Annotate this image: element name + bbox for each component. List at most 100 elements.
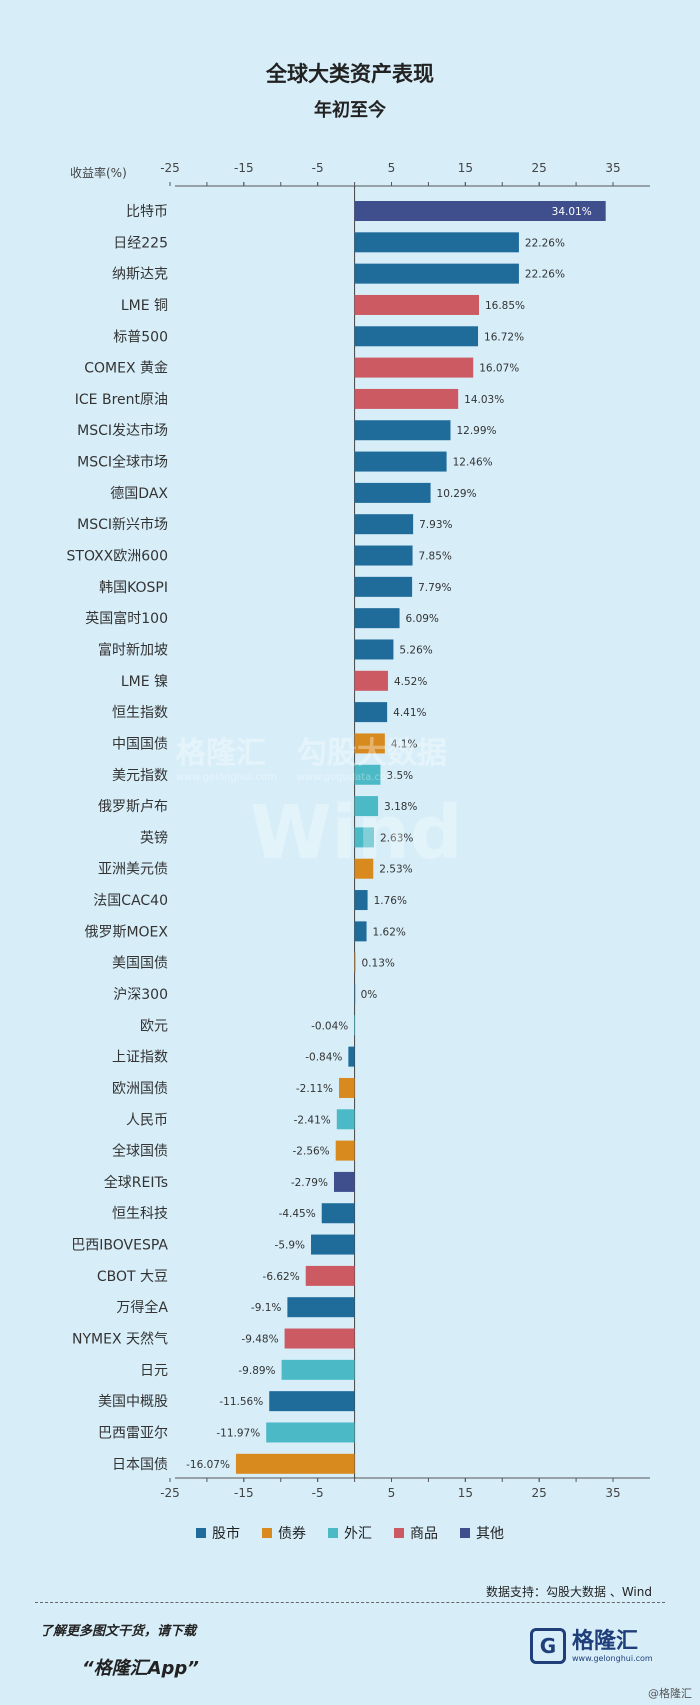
category-label: LME 镍: [121, 674, 168, 690]
value-label: -2.79%: [291, 1177, 328, 1189]
category-label: 比特币: [126, 204, 168, 220]
value-label: 7.93%: [419, 519, 452, 531]
x-tick-label: -25: [160, 1486, 180, 1500]
category-label: ICE Brent原油: [75, 392, 168, 408]
category-label: 人民币: [126, 1112, 168, 1128]
category-label: 美元指数: [112, 768, 168, 784]
category-label: 日经225: [113, 235, 168, 251]
value-label: -9.89%: [238, 1365, 275, 1377]
category-label: 俄罗斯卢布: [98, 799, 168, 815]
x-tick-label: 5: [388, 1486, 396, 1500]
bar: [354, 388, 459, 409]
legend-item: 外汇: [328, 1523, 372, 1543]
x-tick-label: -15: [234, 161, 254, 175]
category-label: MSCI全球市场: [77, 454, 168, 471]
category-label: 万得全A: [116, 1299, 168, 1316]
bar: [354, 357, 474, 378]
category-label: 恒生指数: [112, 705, 168, 721]
category-label: 中国国债: [112, 736, 168, 752]
bar: [354, 670, 388, 691]
value-label: -0.84%: [305, 1052, 342, 1064]
logo-mark-icon: G: [530, 1628, 566, 1664]
value-label: -4.45%: [279, 1208, 316, 1220]
legend-swatch: [460, 1528, 470, 1538]
value-label: -9.1%: [251, 1302, 281, 1314]
bar: [354, 482, 431, 503]
category-label: NYMEX 天然气: [72, 1331, 168, 1348]
x-tick-label: 25: [532, 161, 547, 175]
bar: [287, 1297, 355, 1318]
bar: [354, 545, 413, 566]
category-label: 俄罗斯MOEX: [84, 924, 168, 940]
value-label: 10.29%: [437, 488, 477, 500]
bar: [354, 326, 479, 347]
value-label: 7.79%: [418, 582, 451, 594]
category-label: 欧元: [140, 1018, 168, 1034]
bar: [354, 576, 413, 597]
chart-title: 全球大类资产表现: [266, 62, 434, 86]
bar: [281, 1359, 355, 1380]
bar: [333, 1171, 355, 1192]
value-label: -5.9%: [275, 1240, 305, 1252]
bar: [336, 1109, 355, 1130]
legend-label: 债券: [278, 1526, 306, 1542]
bar: [284, 1328, 355, 1349]
bar: [348, 1046, 355, 1067]
value-label: 2.63%: [380, 832, 413, 844]
value-label: -9.48%: [241, 1334, 278, 1346]
bar: [354, 827, 375, 848]
x-tick-label: 35: [605, 161, 620, 175]
bar: [269, 1391, 355, 1412]
legend-swatch: [328, 1528, 338, 1538]
value-label: 12.46%: [453, 457, 493, 469]
chart-legend: 股市 债券 外汇 商品 其他: [0, 1523, 700, 1543]
value-label: 0.13%: [362, 958, 395, 970]
category-label: 全球REITs: [104, 1174, 168, 1191]
category-label: 法国CAC40: [93, 893, 168, 909]
logo-url: www.gelonghui.com: [572, 1653, 653, 1663]
category-label: 美国中概股: [98, 1394, 168, 1410]
bar: [335, 1140, 355, 1161]
value-label: 16.85%: [485, 300, 525, 312]
brand-logo: G 格隆汇 www.gelonghui.com: [530, 1628, 653, 1664]
value-label: 4.41%: [393, 707, 426, 719]
category-label: 德国DAX: [110, 486, 168, 502]
value-label: 12.99%: [456, 425, 496, 437]
category-label: 亚洲美元债: [98, 862, 168, 878]
x-tick-label: 15: [458, 161, 473, 175]
value-label: 3.5%: [386, 770, 413, 782]
category-label: 日元: [140, 1363, 168, 1379]
value-label: 22.26%: [525, 237, 565, 249]
legend-swatch: [196, 1528, 206, 1538]
category-label: STOXX欧洲600: [67, 549, 168, 565]
category-label: 富时新加坡: [98, 641, 168, 658]
value-label: 6.09%: [406, 613, 439, 625]
bar: [354, 1015, 355, 1036]
category-label: 纳斯达克: [112, 267, 168, 283]
category-label: 全球国债: [112, 1143, 168, 1160]
category-label: LME 铜: [121, 298, 168, 314]
value-label: 22.26%: [525, 269, 565, 281]
category-label: 美国国债: [112, 956, 168, 972]
bar: [354, 263, 519, 284]
value-label: -2.11%: [296, 1083, 333, 1095]
legend-swatch: [394, 1528, 404, 1538]
value-label: -2.56%: [293, 1146, 330, 1158]
value-label: 0%: [361, 989, 378, 1001]
value-label: 3.18%: [384, 801, 417, 813]
category-label: 巴西雷亚尔: [98, 1425, 168, 1441]
legend-item: 其他: [460, 1523, 504, 1543]
bar: [354, 890, 368, 911]
legend-item: 股市: [196, 1523, 240, 1543]
value-label: -11.97%: [216, 1427, 260, 1439]
bar: [354, 796, 379, 817]
legend-swatch: [262, 1528, 272, 1538]
bar: [311, 1234, 355, 1255]
category-label: 上证指数: [112, 1050, 168, 1066]
x-tick-label: 25: [532, 1486, 547, 1500]
bar: [354, 921, 367, 942]
category-label: MSCI发达市场: [77, 422, 168, 439]
bar: [354, 733, 385, 754]
bar: [354, 608, 400, 629]
x-tick-label: 35: [605, 1486, 620, 1500]
